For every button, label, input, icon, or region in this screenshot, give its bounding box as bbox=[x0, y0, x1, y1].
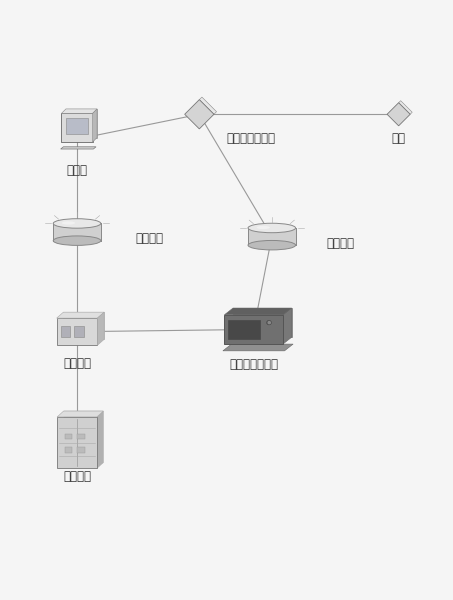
Bar bbox=[233, 308, 292, 337]
Text: 通信模块: 通信模块 bbox=[326, 236, 354, 250]
Bar bbox=[74, 326, 84, 337]
Bar bbox=[65, 448, 72, 454]
Ellipse shape bbox=[62, 221, 75, 224]
Bar bbox=[57, 318, 97, 345]
Bar bbox=[77, 434, 85, 439]
Polygon shape bbox=[223, 344, 293, 351]
Polygon shape bbox=[97, 411, 103, 469]
Bar bbox=[65, 434, 72, 439]
Polygon shape bbox=[62, 109, 97, 113]
Text: 开关装置: 开关装置 bbox=[63, 470, 91, 483]
Polygon shape bbox=[224, 308, 292, 315]
Bar bbox=[228, 320, 260, 338]
Polygon shape bbox=[283, 308, 292, 344]
Bar bbox=[53, 223, 101, 241]
Polygon shape bbox=[399, 101, 412, 114]
Text: 后台机: 后台机 bbox=[67, 164, 87, 177]
Ellipse shape bbox=[53, 236, 101, 245]
FancyBboxPatch shape bbox=[66, 109, 97, 137]
Bar bbox=[61, 326, 71, 337]
Text: 鼠标: 鼠标 bbox=[392, 133, 405, 145]
Polygon shape bbox=[185, 100, 214, 129]
Polygon shape bbox=[61, 147, 96, 149]
Circle shape bbox=[267, 320, 271, 325]
Bar bbox=[63, 411, 103, 463]
Ellipse shape bbox=[256, 226, 270, 229]
Polygon shape bbox=[387, 103, 410, 126]
FancyBboxPatch shape bbox=[62, 113, 92, 142]
Bar bbox=[224, 315, 283, 344]
Polygon shape bbox=[57, 411, 103, 417]
Polygon shape bbox=[199, 97, 217, 114]
Bar bbox=[63, 312, 104, 340]
Polygon shape bbox=[92, 109, 97, 142]
Bar bbox=[77, 448, 85, 454]
Bar bbox=[57, 417, 97, 469]
Bar bbox=[248, 228, 295, 245]
Text: 遥控触发检测器: 遥控触发检测器 bbox=[226, 133, 275, 145]
Ellipse shape bbox=[248, 241, 295, 250]
Text: 遥控命令接收器: 遥控命令接收器 bbox=[229, 358, 278, 371]
Polygon shape bbox=[57, 312, 104, 318]
Ellipse shape bbox=[53, 219, 101, 228]
Text: 测控装置: 测控装置 bbox=[63, 356, 91, 370]
Bar bbox=[66, 118, 88, 134]
Ellipse shape bbox=[248, 223, 295, 233]
Text: 电力网络: 电力网络 bbox=[136, 232, 164, 245]
Circle shape bbox=[267, 320, 271, 325]
Polygon shape bbox=[97, 312, 104, 345]
